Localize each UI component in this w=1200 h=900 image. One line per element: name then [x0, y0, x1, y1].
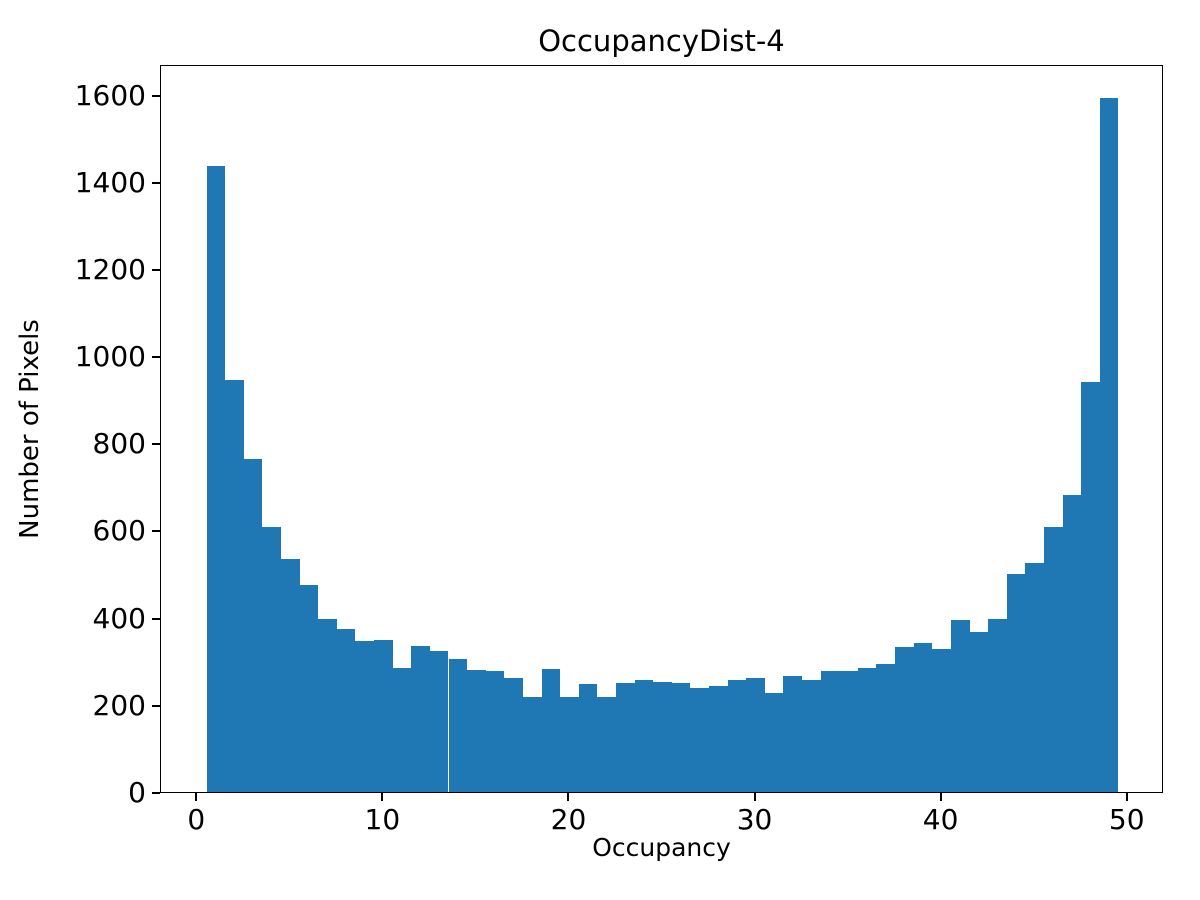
histogram-bar — [560, 696, 579, 792]
y-tick-mark — [152, 356, 160, 359]
histogram-bar — [411, 646, 430, 792]
x-axis-label: Occupancy — [592, 833, 731, 862]
y-tick-mark — [152, 181, 160, 184]
histogram-bar — [690, 687, 709, 792]
x-tick-label: 10 — [364, 803, 401, 836]
histogram-bar — [1025, 563, 1044, 792]
y-tick-label: 1600 — [74, 78, 146, 112]
histogram-bar — [764, 692, 784, 792]
histogram-bar — [634, 679, 654, 792]
chart-title: OccupancyDist-4 — [538, 24, 785, 58]
histogram-bar — [820, 671, 840, 792]
x-tick-mark — [567, 793, 570, 801]
histogram-bar — [355, 640, 375, 792]
histogram-bar — [374, 640, 393, 792]
histogram-bar — [485, 671, 505, 792]
histogram-bar — [1081, 381, 1100, 792]
x-tick-mark — [939, 793, 942, 801]
histogram-bar — [895, 646, 914, 792]
histogram-bar — [578, 684, 598, 792]
x-tick-label: 50 — [1108, 803, 1145, 836]
bars-layer — [161, 66, 1162, 792]
histogram-bar — [746, 677, 765, 792]
histogram-bar — [336, 628, 356, 792]
histogram-bar — [299, 584, 319, 792]
histogram-bar — [950, 620, 970, 792]
histogram-bar — [318, 618, 337, 792]
histogram-bar — [597, 696, 616, 792]
x-tick-mark — [381, 793, 384, 801]
histogram-bar — [653, 682, 672, 792]
y-tick-label: 600 — [92, 514, 146, 548]
plot-area — [160, 65, 1163, 793]
y-tick-label: 800 — [92, 427, 146, 461]
histogram-bar — [876, 664, 896, 792]
histogram-bar — [913, 643, 933, 792]
x-tick-label: 20 — [550, 803, 587, 836]
x-tick-mark — [1125, 793, 1128, 801]
x-tick-mark — [753, 793, 756, 801]
histogram-bar — [988, 618, 1007, 792]
histogram-bar — [448, 658, 468, 792]
y-tick-label: 1400 — [74, 165, 146, 199]
histogram-bar — [225, 380, 244, 792]
histogram-bar — [1062, 495, 1082, 792]
histogram-bar — [522, 696, 542, 792]
histogram-bar — [243, 458, 263, 792]
histogram-bar — [857, 667, 877, 792]
histogram-bar — [727, 680, 747, 792]
y-tick-label: 200 — [92, 688, 146, 722]
x-tick-label: 30 — [736, 803, 773, 836]
y-tick-mark — [152, 792, 160, 794]
histogram-bar — [467, 669, 486, 792]
histogram-bar — [969, 632, 989, 792]
x-tick-label: 40 — [922, 803, 959, 836]
x-tick-mark — [195, 793, 198, 801]
y-tick-mark — [152, 268, 160, 271]
y-tick-mark — [152, 704, 160, 707]
histogram-bar — [262, 526, 281, 792]
histogram-bar — [1043, 526, 1063, 792]
histogram-bar — [281, 559, 300, 792]
histogram-bar — [1099, 98, 1119, 792]
y-tick-mark — [152, 617, 160, 620]
histogram-bar — [709, 686, 728, 792]
y-tick-label: 1000 — [74, 340, 146, 374]
y-tick-label: 400 — [92, 601, 146, 635]
histogram-bar — [206, 166, 226, 792]
y-tick-label: 1200 — [74, 252, 146, 286]
histogram-bar — [1006, 574, 1026, 792]
histogram-bar — [839, 671, 858, 792]
histogram-bar — [802, 680, 821, 792]
y-tick-label: 0 — [128, 776, 146, 809]
histogram-bar — [932, 649, 951, 792]
y-tick-mark — [152, 443, 160, 446]
histogram-bar — [783, 675, 803, 792]
histogram-bar — [671, 683, 691, 792]
y-axis-label: Number of Pixels — [15, 319, 45, 539]
x-tick-label: 0 — [187, 803, 206, 836]
y-tick-mark — [152, 94, 160, 97]
histogram-bar — [541, 668, 561, 792]
histogram-bar — [429, 650, 449, 792]
histogram-bar — [615, 683, 635, 792]
y-tick-mark — [152, 530, 160, 533]
histogram-bar — [392, 667, 412, 792]
histogram-bar — [504, 677, 523, 792]
